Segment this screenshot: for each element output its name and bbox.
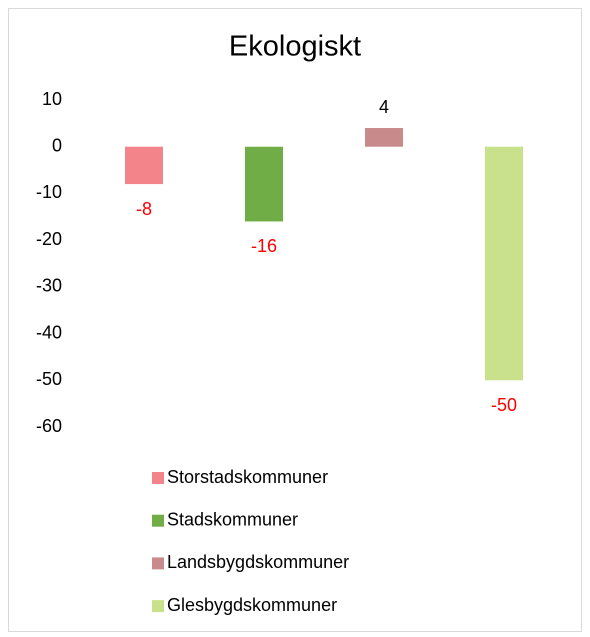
data-label: -16	[251, 236, 277, 256]
y-tick-label: -30	[36, 276, 62, 296]
y-tick-label: 10	[42, 89, 62, 109]
legend-label: Landsbygdskommuner	[167, 552, 349, 572]
bar	[365, 128, 403, 147]
data-label: 4	[379, 97, 389, 117]
y-tick-label: -10	[36, 182, 62, 202]
y-tick-label: -50	[36, 369, 62, 389]
data-label: -50	[491, 395, 517, 415]
y-tick-label: 0	[52, 135, 62, 155]
y-tick-label: -60	[36, 416, 62, 436]
bar	[485, 146, 523, 381]
y-tick-label: -40	[36, 322, 62, 342]
legend-label: Stadskommuner	[167, 509, 298, 529]
chart-title: Ekologiskt	[229, 31, 361, 63]
bar	[125, 146, 163, 185]
y-tick-label: -20	[36, 229, 62, 249]
legend-swatch	[152, 557, 164, 570]
legend-swatch	[152, 472, 164, 484]
legend-swatch	[152, 600, 164, 613]
legend-label: Storstadskommuner	[167, 467, 328, 487]
data-label: -8	[136, 199, 152, 219]
legend-label: Glesbygdskommuner	[167, 595, 337, 615]
bar	[245, 146, 283, 222]
legend-swatch	[152, 514, 164, 527]
